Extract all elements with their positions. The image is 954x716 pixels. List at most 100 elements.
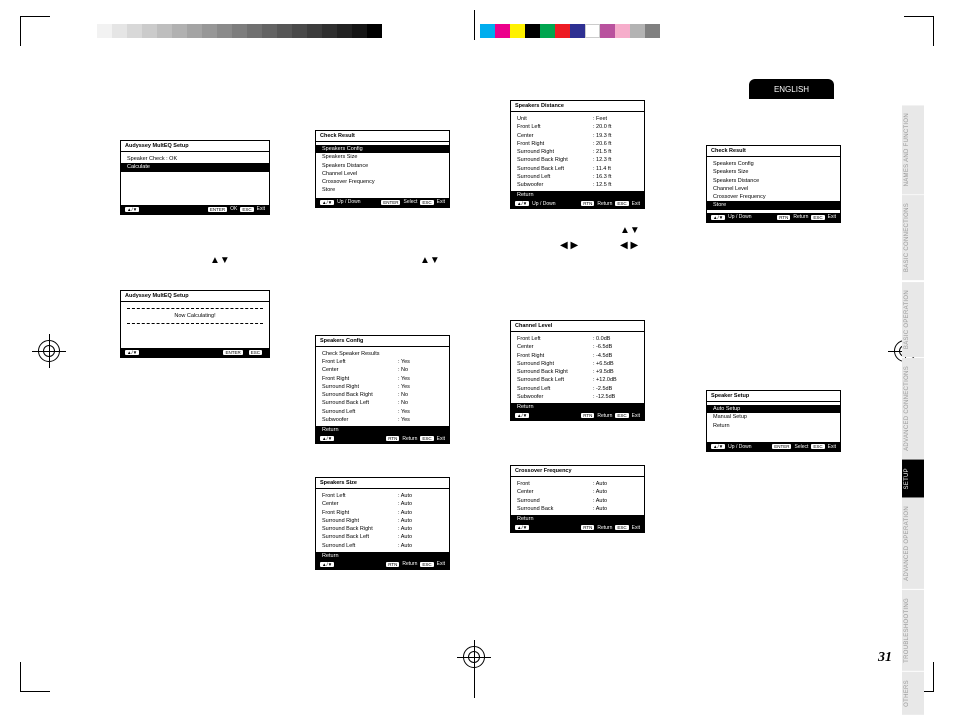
osd-row: Surround Right: 21.5 ft <box>517 148 638 156</box>
osd-row: Store <box>322 186 443 194</box>
section-tab[interactable]: SETUP <box>902 460 924 498</box>
osd-row: Front Left: Auto <box>322 492 443 500</box>
osd-footer: ▲/▼ENTEROKESCExit <box>121 205 269 214</box>
osd-row: Center: -6.5dB <box>517 343 638 351</box>
section-tab[interactable]: TROUBLESHOOTING <box>902 590 924 671</box>
color-bar <box>480 24 660 38</box>
language-tab: ENGLISH <box>749 79 834 99</box>
grayscale-bar <box>82 24 382 38</box>
osd-row: Unit: Feet <box>517 115 638 123</box>
osd-screen: Audyssey MultEQ Setup Speaker Check : OK… <box>120 140 270 215</box>
osd-row: Surround Back Right: 12.3 ft <box>517 156 638 164</box>
section-tab[interactable]: BASIC OPERATION <box>902 282 924 357</box>
osd-row: Subwoofer: 12.5 ft <box>517 181 638 189</box>
osd-return-bar: Return <box>316 426 449 434</box>
osd-screen: Audyssey MultEQ Setup Now Calculating! ▲… <box>120 290 270 358</box>
osd-row: Front Left: 0.0dB <box>517 335 638 343</box>
osd-row: Speakers Size <box>713 168 834 176</box>
osd-row: Front Right: Auto <box>322 509 443 517</box>
section-tab[interactable]: ADVANCED OPERATION <box>902 498 924 589</box>
osd-screen: Channel Level Front Left: 0.0dBCenter: -… <box>510 320 645 421</box>
osd-row: Center: Auto <box>517 488 638 496</box>
osd-row-selected: Calculate <box>121 163 269 171</box>
osd-screen: Speakers Distance Unit: FeetFront Left: … <box>510 100 645 209</box>
osd-footer: ▲/▼RTNReturnESCExit <box>511 523 644 532</box>
nav-arrows-icon: ◀ ▶ <box>560 240 578 251</box>
osd-row: Surround: Auto <box>517 497 638 505</box>
osd-row: Crossover Frequency <box>713 193 834 201</box>
osd-row: Speakers Distance <box>322 162 443 170</box>
osd-return-bar: Return <box>316 552 449 560</box>
osd-row: Speakers Distance <box>713 177 834 185</box>
section-tabs: NAMES AND FUNCTIONBASIC CONNECTIONSBASIC… <box>902 105 924 716</box>
nav-arrows-icon: ◀ ▶ <box>620 240 638 251</box>
osd-title: Crossover Frequency <box>511 466 644 477</box>
osd-title: Check Result <box>707 146 840 157</box>
osd-row: Surround Back Left: +12.0dB <box>517 376 638 384</box>
nav-arrows-icon: ▲▼ <box>620 225 640 236</box>
osd-screen: Check Result Speakers ConfigSpeakers Siz… <box>706 145 841 223</box>
osd-row: Front Right: -4.5dB <box>517 352 638 360</box>
osd-row: Front Right: 20.6 ft <box>517 140 638 148</box>
osd-row: Surround Left: Yes <box>322 408 443 416</box>
nav-arrows-icon: ▲▼ <box>420 255 440 266</box>
section-tab[interactable]: ADVANCED CONNECTIONS <box>902 358 924 459</box>
osd-footer: ▲/▼ENTERESC <box>121 348 269 357</box>
osd-row: Front Left: 20.0 ft <box>517 123 638 131</box>
osd-footer: ▲/▼RTNReturnESCExit <box>511 411 644 420</box>
osd-subhead: Check Speaker Results <box>322 350 443 358</box>
osd-row: Channel Level <box>713 185 834 193</box>
osd-row: Front Right: Yes <box>322 375 443 383</box>
nav-arrows-icon: ▲▼ <box>210 255 230 266</box>
osd-title: Speakers Distance <box>511 101 644 112</box>
osd-title: Speakers Config <box>316 336 449 347</box>
osd-footer: ▲/▼RTNReturnESCExit <box>316 560 449 569</box>
osd-screen: Speakers Size Front Left: AutoCenter: Au… <box>315 477 450 570</box>
osd-row: Surround Right: Auto <box>322 517 443 525</box>
osd-title: Speakers Size <box>316 478 449 489</box>
osd-footer: ▲/▼RTNReturnESCExit <box>316 434 449 443</box>
osd-footer: ▲/▼Up / DownENTERSelectESCExit <box>707 442 840 451</box>
osd-title: Speaker Setup <box>707 391 840 402</box>
osd-row: Center: 19.3 ft <box>517 132 638 140</box>
osd-row: Center: Auto <box>322 500 443 508</box>
osd-row: Surround Back Right: Auto <box>322 525 443 533</box>
crop-mark <box>20 662 50 692</box>
osd-return-bar: Return <box>511 515 644 523</box>
osd-row: Surround Right: Yes <box>322 383 443 391</box>
osd-row-selected: Auto Setup <box>707 405 840 413</box>
page-number: 31 <box>878 650 892 666</box>
osd-row: Return <box>713 422 834 430</box>
osd-row: Surround Left: 16.3 ft <box>517 173 638 181</box>
osd-screen: Speaker Setup Auto SetupManual SetupRetu… <box>706 390 841 452</box>
osd-title: Audyssey MultEQ Setup <box>121 141 269 152</box>
section-tab[interactable]: OTHERS <box>902 672 924 715</box>
osd-row: Crossover Frequency <box>322 178 443 186</box>
osd-row-selected: Store <box>707 201 840 209</box>
osd-row: Manual Setup <box>713 413 834 421</box>
osd-row: Speakers Size <box>322 153 443 161</box>
osd-row: Channel Level <box>322 170 443 178</box>
osd-row: Surround Back Left: Auto <box>322 533 443 541</box>
registration-mark <box>38 340 60 362</box>
registration-mark <box>463 646 485 668</box>
section-tab[interactable]: NAMES AND FUNCTION <box>902 105 924 194</box>
osd-row: Surround Back: Auto <box>517 505 638 513</box>
osd-title: Check Result <box>316 131 449 142</box>
osd-title: Channel Level <box>511 321 644 332</box>
osd-row: Subwoofer: Yes <box>322 416 443 424</box>
crop-mark <box>904 16 934 46</box>
osd-return-bar: Return <box>511 403 644 411</box>
osd-row: Subwoofer: -12.5dB <box>517 393 638 401</box>
osd-row: Speaker Check : OK <box>127 155 263 163</box>
osd-row: Surround Left: -2.5dB <box>517 385 638 393</box>
osd-return-bar: Return <box>511 191 644 199</box>
crop-mark <box>20 16 50 46</box>
osd-row: Surround Back Left: 11.4 ft <box>517 165 638 173</box>
section-tab[interactable]: BASIC CONNECTIONS <box>902 195 924 280</box>
osd-row: Center: No <box>322 366 443 374</box>
osd-row: Surround Back Left: No <box>322 399 443 407</box>
osd-row: Front: Auto <box>517 480 638 488</box>
osd-row: Surround Right: +6.5dB <box>517 360 638 368</box>
osd-screen: Speakers Config Check Speaker Results Fr… <box>315 335 450 444</box>
